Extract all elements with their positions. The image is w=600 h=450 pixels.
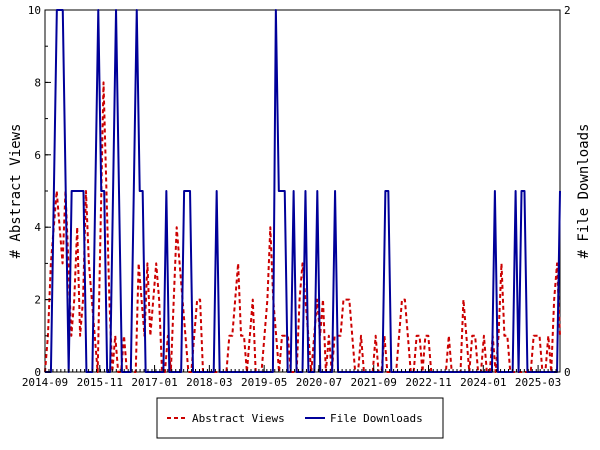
legend-label-file-downloads: File Downloads xyxy=(330,412,423,425)
y-axis-right-title: # File Downloads xyxy=(576,124,592,259)
plot-area xyxy=(44,9,561,373)
y-right-tick-label: 0 xyxy=(564,366,571,379)
y-left-tick-label: 8 xyxy=(34,76,41,89)
y-left-tick-label: 2 xyxy=(34,294,41,307)
x-tick-label: 2018-03 xyxy=(186,376,232,389)
x-tick-label: 2025-03 xyxy=(515,376,561,389)
x-tick-label: 2014-09 xyxy=(22,376,68,389)
y-left-tick-label: 10 xyxy=(28,4,41,17)
x-axis: 2014-09 2015-11 2017-01 2018-03 2019-05 2020-… xyxy=(22,365,561,389)
legend-label-abstract-views: Abstract Views xyxy=(192,412,285,425)
x-tick-label: 2021-09 xyxy=(351,376,397,389)
x-tick-label: 2015-11 xyxy=(77,376,123,389)
y-axis-left: 0 2 4 6 8 10 xyxy=(28,4,51,379)
y-axis-right: 02 xyxy=(554,4,571,379)
x-tick-label: 2020-07 xyxy=(296,376,342,389)
x-tick-label: 2019-05 xyxy=(241,376,287,389)
y-right-tick-label: 2 xyxy=(564,4,571,17)
y-left-tick-label: 6 xyxy=(34,149,41,162)
x-tick-label: 2024-01 xyxy=(460,376,506,389)
y-left-tick-label: 0 xyxy=(34,366,41,379)
x-tick-label: 2022-11 xyxy=(405,376,451,389)
x-tick-label: 2017-01 xyxy=(131,376,177,389)
y-axis-left-title: # Abstract Views xyxy=(8,124,24,259)
legend-box xyxy=(156,397,444,439)
legend: Abstract Views File Downloads xyxy=(156,397,444,439)
y-left-tick-label: 4 xyxy=(34,221,41,234)
